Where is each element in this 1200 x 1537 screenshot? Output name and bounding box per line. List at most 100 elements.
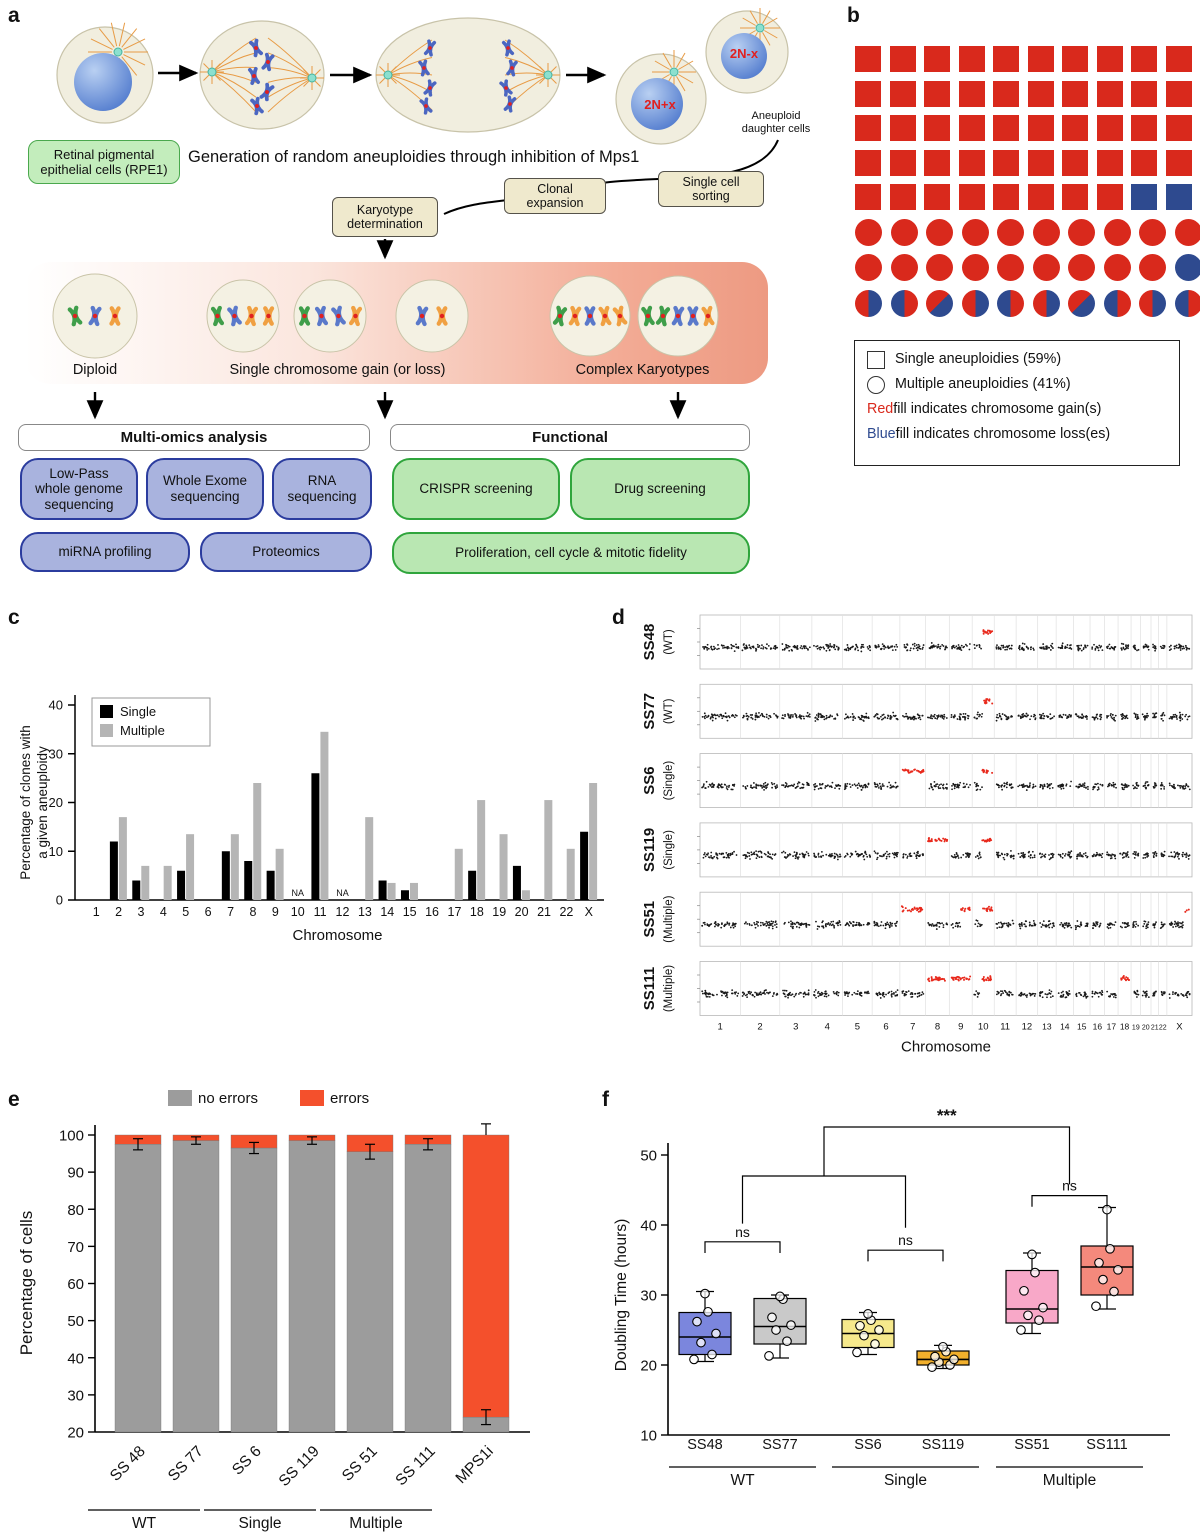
bar-chr18-multiple bbox=[477, 800, 486, 900]
svg-text:20: 20 bbox=[49, 795, 63, 810]
square-loss bbox=[1165, 184, 1192, 210]
circle-gain bbox=[1068, 218, 1095, 246]
daughter-loss-label: 2N-x bbox=[729, 46, 759, 61]
bar-chr20-single bbox=[512, 865, 521, 900]
square-gain bbox=[1027, 184, 1054, 210]
waffle-row-6 bbox=[855, 218, 1200, 246]
svg-text:4: 4 bbox=[160, 905, 167, 919]
square-gain bbox=[1096, 115, 1123, 141]
circle-gain bbox=[890, 218, 918, 246]
doubling-time-box-plot: 10 20 30 40 50 Doubling Time (hours) SS48 SS77 S… bbox=[613, 1106, 1170, 1489]
square-gain bbox=[1062, 115, 1088, 141]
omics-box-5: Proteomics bbox=[200, 532, 372, 572]
box-SS119 bbox=[916, 1341, 970, 1372]
omics-box-4: miRNA profiling bbox=[20, 532, 190, 572]
bar-chr22-multiple bbox=[566, 848, 575, 900]
svg-text:10: 10 bbox=[291, 905, 305, 919]
bar-chr13-multiple bbox=[365, 817, 374, 900]
waffle-row-8 bbox=[855, 283, 1200, 323]
circle-gain-and-loss bbox=[890, 289, 918, 317]
circle-gain-and-loss bbox=[855, 289, 882, 317]
svg-text:40: 40 bbox=[67, 1350, 84, 1367]
circle-gain-and-loss bbox=[997, 289, 1024, 317]
scatter-row-SS77: SS77 (WT) bbox=[641, 683, 1193, 739]
bar-chr21-multiple bbox=[544, 800, 553, 900]
waffle-row-7 bbox=[855, 254, 1200, 281]
circle-gain bbox=[1068, 254, 1095, 281]
svg-text:SS 77: SS 77 bbox=[165, 1443, 207, 1485]
red-fill-text: fill indicates chromosome gain(s) bbox=[893, 401, 1102, 417]
circle-gain bbox=[1103, 254, 1131, 281]
svg-text:SS6: SS6 bbox=[641, 766, 658, 794]
box-SS6 bbox=[841, 1309, 895, 1358]
panel-e: e 20 30 40 50 60 70 80 90 100 Percentage of cells… bbox=[0, 1078, 600, 1537]
svg-text:MPS1i: MPS1i bbox=[453, 1443, 497, 1487]
svg-text:50: 50 bbox=[67, 1313, 84, 1330]
panel-c-label: c bbox=[8, 606, 20, 629]
svg-text:10: 10 bbox=[978, 1022, 989, 1033]
mitosis-art bbox=[25, 8, 789, 420]
bar-chr11-multiple bbox=[320, 731, 329, 900]
svg-text:Multiple: Multiple bbox=[1043, 1472, 1096, 1489]
svg-text:30: 30 bbox=[640, 1288, 657, 1305]
svg-text:13: 13 bbox=[358, 905, 372, 919]
square-gain bbox=[1062, 184, 1088, 210]
panel-f: f 10 20 30 40 50 Doubling Time (hours) SS48 SS7… bbox=[600, 1078, 1200, 1537]
svg-text:ns: ns bbox=[735, 1224, 750, 1240]
svg-text:Single: Single bbox=[884, 1472, 927, 1489]
panel-a: a Generation of random aneuploidies thro… bbox=[0, 0, 840, 600]
waffle-row-1 bbox=[855, 46, 1200, 72]
svg-text:15: 15 bbox=[403, 905, 417, 919]
svg-text:20: 20 bbox=[515, 905, 529, 919]
svg-text:14: 14 bbox=[1060, 1022, 1070, 1032]
svg-text:10: 10 bbox=[49, 844, 63, 859]
square-gain bbox=[958, 115, 985, 141]
svg-text:11: 11 bbox=[1000, 1022, 1010, 1033]
bar-chrX-multiple bbox=[589, 783, 598, 900]
multiple-aneuploidies-label: Multiple aneuploidies (41%) bbox=[895, 376, 1071, 393]
strip-group-diploid: Diploid bbox=[72, 362, 118, 378]
square-gain bbox=[958, 46, 985, 72]
square-gain bbox=[1027, 149, 1054, 176]
svg-text:2: 2 bbox=[757, 1022, 762, 1033]
square-gain bbox=[958, 149, 985, 176]
functional-box-3: Proliferation, cell cycle & mitotic fide… bbox=[392, 532, 750, 574]
square-gain bbox=[1027, 46, 1054, 72]
bar-chr19-multiple bbox=[499, 834, 508, 900]
omics-box-1: Low-Pass whole genome sequencing bbox=[20, 458, 138, 520]
svg-text:0: 0 bbox=[56, 893, 63, 908]
karyotype-cell-5 bbox=[549, 275, 631, 357]
svg-text:SS51: SS51 bbox=[1014, 1437, 1049, 1453]
copy-number-profiles: SS48 (WT) SS77 (WT) SS6 (Single) SS119 (Single)… bbox=[641, 614, 1193, 1056]
svg-text:8: 8 bbox=[935, 1022, 940, 1033]
bar-chr2-multiple bbox=[118, 817, 127, 900]
square-loss bbox=[1131, 184, 1157, 210]
svg-text:30: 30 bbox=[49, 746, 63, 761]
svg-text:6: 6 bbox=[205, 905, 212, 919]
square-gain bbox=[855, 80, 881, 107]
square-gain bbox=[993, 80, 1019, 107]
svg-text:60: 60 bbox=[67, 1276, 84, 1293]
square-gain bbox=[924, 149, 950, 176]
square-gain bbox=[1165, 115, 1192, 141]
square-gain bbox=[889, 46, 916, 72]
square-gain bbox=[924, 46, 950, 72]
karyotype-cell-4 bbox=[395, 279, 469, 353]
svg-text:***: *** bbox=[937, 1106, 957, 1125]
step-clonal-expansion: Clonal expansion bbox=[504, 178, 606, 214]
square-gain bbox=[1096, 80, 1123, 107]
square-gain bbox=[924, 80, 950, 107]
aneuploidy-waffle-grid bbox=[855, 46, 1200, 325]
single-aneuploidy-symbol bbox=[867, 351, 885, 369]
svg-text:SS 48: SS 48 bbox=[107, 1443, 149, 1485]
karyotype-cell-6 bbox=[637, 275, 719, 357]
svg-text:80: 80 bbox=[67, 1202, 84, 1219]
circle-gain bbox=[1103, 218, 1131, 246]
bar-SS 111-no-errors bbox=[404, 1144, 452, 1433]
functional-box-2: Drug screening bbox=[570, 458, 750, 520]
svg-text:5: 5 bbox=[855, 1022, 860, 1033]
bar-chr3-multiple bbox=[141, 865, 150, 900]
svg-text:NA: NA bbox=[336, 888, 349, 898]
svg-text:15: 15 bbox=[1077, 1022, 1087, 1032]
svg-text:NA: NA bbox=[291, 888, 304, 898]
